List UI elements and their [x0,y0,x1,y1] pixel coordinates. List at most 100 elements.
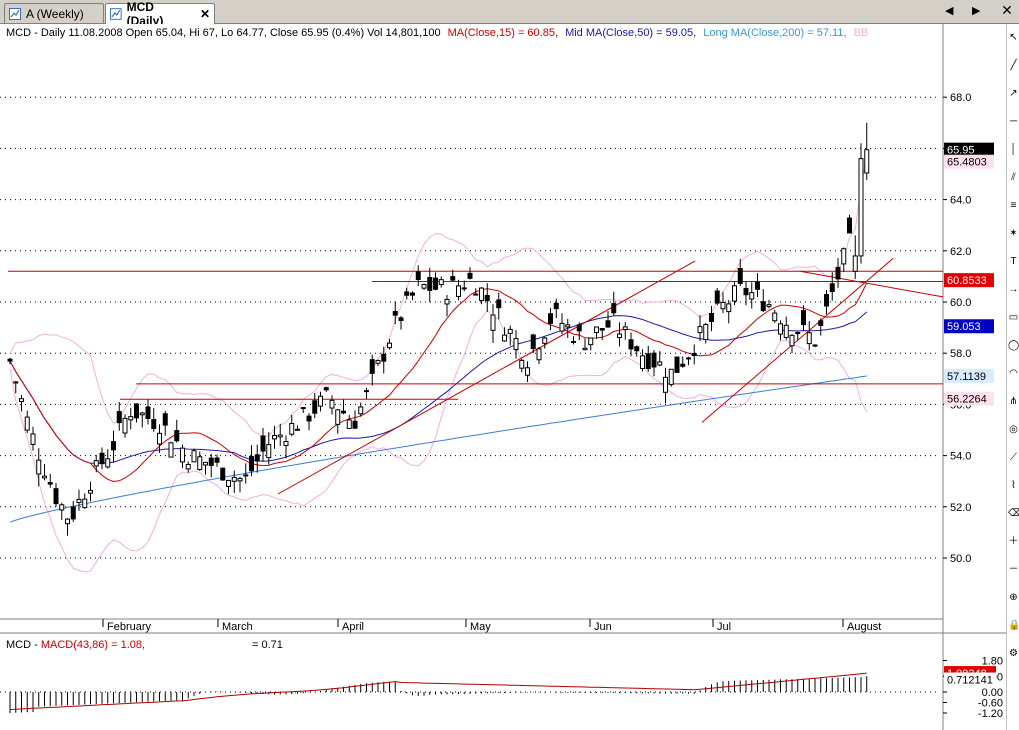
candle-body[interactable] [70,506,76,520]
candle-body[interactable] [525,367,530,376]
candle-body[interactable] [65,518,70,525]
candle-body[interactable] [818,320,824,326]
candle-body[interactable] [783,324,789,338]
candle-body[interactable] [686,357,691,360]
candle-body[interactable] [335,409,341,425]
chart-canvas[interactable]: 68.066.064.062.060.058.056.054.052.050.0… [0,24,1006,730]
candle-body[interactable] [312,400,318,414]
gann-icon[interactable]: ✶ [1009,228,1018,239]
candle-body[interactable] [513,338,519,351]
regression-icon[interactable]: ⌇ [1011,480,1016,491]
candle-body[interactable] [128,416,134,421]
candle-body[interactable] [530,334,536,350]
candle-body[interactable] [605,320,611,328]
candle-body[interactable] [582,347,588,351]
candle-body[interactable] [858,158,864,257]
candle-body[interactable] [536,348,542,361]
candle-body[interactable] [789,334,795,347]
candle-body[interactable] [680,363,686,367]
magnet-icon[interactable]: ⊕ [1009,592,1018,603]
candle-body[interactable] [801,310,806,326]
rectangle-icon[interactable]: ▭ [1008,312,1019,323]
ray-icon[interactable]: ↗ [1009,88,1018,99]
candle-body[interactable] [346,419,352,429]
candle-body[interactable] [145,406,151,419]
scroll-left-icon[interactable]: ◀ [945,5,954,17]
candle-body[interactable] [760,301,766,312]
trendline[interactable] [799,270,944,298]
candle-body[interactable] [594,326,599,334]
candle-body[interactable] [444,298,450,305]
pitchfork-icon[interactable]: ⋔ [1009,396,1018,407]
arc-icon[interactable]: ◠ [1009,368,1018,379]
candle-body[interactable] [502,334,507,342]
candle-body[interactable] [663,376,668,393]
candle-body[interactable] [714,290,720,304]
candle-body[interactable] [542,337,548,344]
candle-body[interactable] [398,317,404,321]
candle-body[interactable] [703,324,709,340]
candle-body[interactable] [93,460,99,467]
candle-body[interactable] [628,339,634,350]
candle-body[interactable] [220,467,226,481]
candle-body[interactable] [364,390,369,393]
candle-body[interactable] [484,294,490,302]
candle-body[interactable] [755,281,760,290]
candle-body[interactable] [289,423,295,435]
settings-icon[interactable]: ⚙ [1009,648,1018,659]
candle-body[interactable] [162,413,168,426]
ellipse-icon[interactable]: ◯ [1008,340,1019,351]
candle-body[interactable] [806,332,812,345]
candle-body[interactable] [864,149,870,174]
candle-body[interactable] [392,310,398,316]
candle-body[interactable] [812,344,818,347]
candle-body[interactable] [852,255,858,272]
tab-a-weekly[interactable]: A (Weekly) [4,3,104,23]
candle-body[interactable] [231,477,237,482]
candle-body[interactable] [111,441,116,451]
candle-body[interactable] [732,285,737,302]
candle-body[interactable] [634,346,640,352]
candle-body[interactable] [473,293,479,296]
candle-body[interactable] [88,489,93,494]
candle-body[interactable] [709,312,714,322]
candle-body[interactable] [588,337,594,346]
candle-body[interactable] [139,412,145,416]
candle-body[interactable] [352,420,358,429]
candle-body[interactable] [59,504,65,511]
candle-body[interactable] [599,328,605,331]
candle-body[interactable] [174,430,180,442]
candle-body[interactable] [283,440,289,447]
candle-body[interactable] [571,340,576,343]
candle-body[interactable] [185,463,191,470]
candle-body[interactable] [19,398,24,402]
candle-body[interactable] [53,488,59,505]
candle-body[interactable] [208,457,214,466]
fibonacci-icon[interactable]: ≡ [1010,200,1017,211]
candle-body[interactable] [645,353,651,370]
candle-body[interactable] [450,276,456,281]
candle-body[interactable] [13,381,19,384]
arrow-icon[interactable]: → [1008,284,1019,295]
candle-body[interactable] [105,458,111,468]
candle-body[interactable] [42,475,47,479]
candle-body[interactable] [507,328,513,334]
candle-body[interactable] [36,459,42,475]
candle-body[interactable] [668,368,674,385]
candle-body[interactable] [329,399,335,409]
candle-body[interactable] [358,406,364,415]
candle-body[interactable] [277,434,283,438]
candle-body[interactable] [306,415,312,422]
candle-body[interactable] [467,272,473,279]
candle-body[interactable] [180,447,185,463]
candle-body[interactable] [24,416,30,431]
candle-body[interactable] [272,435,277,440]
trendlines[interactable] [8,258,944,495]
candle-body[interactable] [341,410,346,414]
candle-body[interactable] [766,304,772,307]
candle-body[interactable] [116,411,122,424]
candle-body[interactable] [697,326,703,334]
candle-body[interactable] [847,217,852,234]
candle-body[interactable] [214,457,220,463]
scroll-right-icon[interactable]: ▶ [972,5,981,17]
